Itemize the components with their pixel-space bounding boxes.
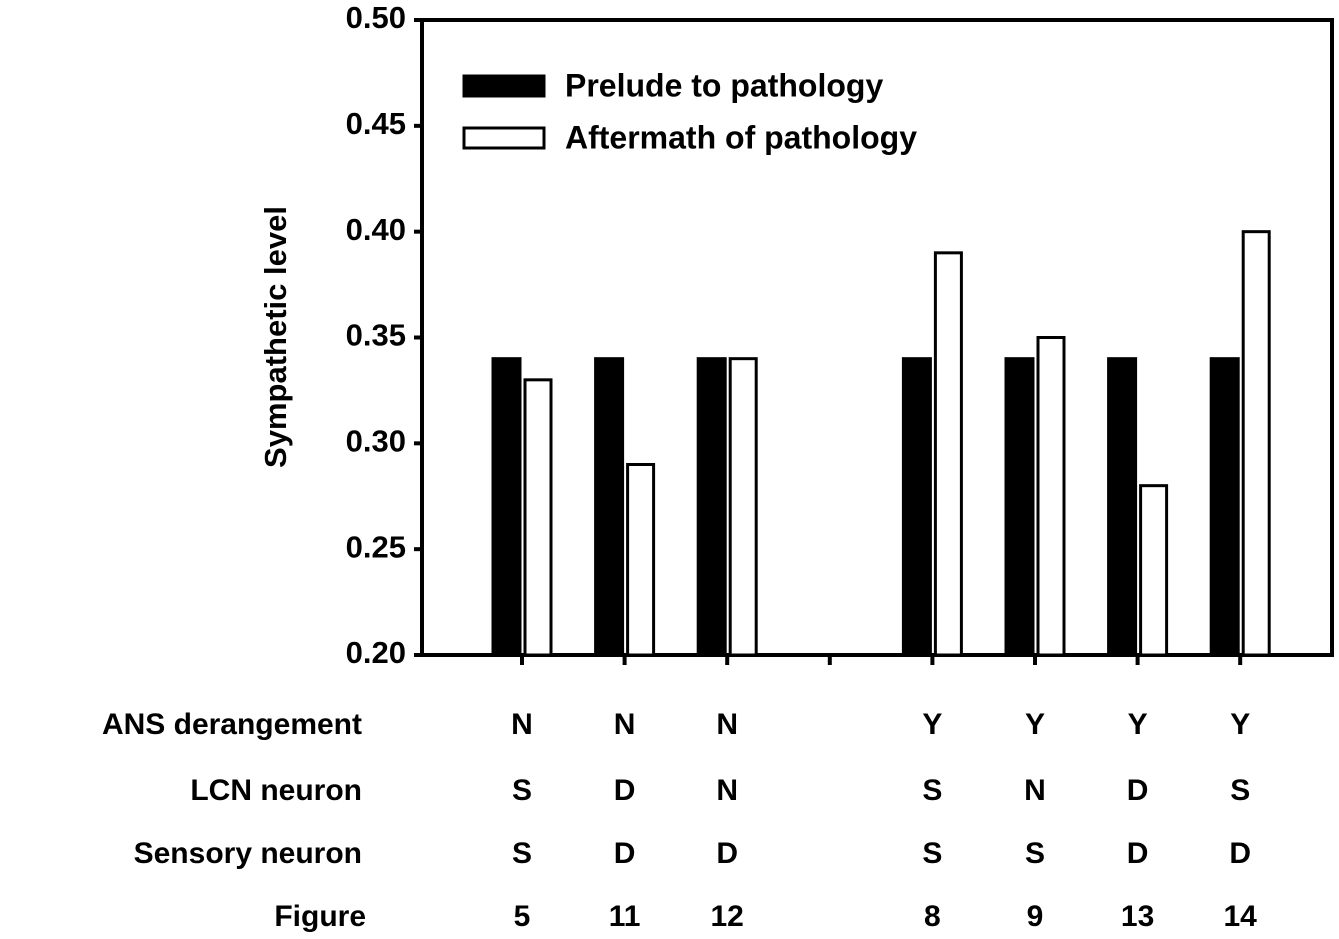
y-tick-label: 0.45 (346, 106, 406, 141)
row-value: Y (1128, 708, 1148, 741)
plot-frame (420, 18, 1334, 657)
bar (594, 357, 625, 657)
row-value: S (922, 837, 942, 870)
row-label: ANS derangement (102, 708, 362, 741)
row-value: S (1025, 837, 1045, 870)
bar (491, 357, 522, 657)
y-tick-label: 0.40 (346, 212, 406, 247)
row-value: D (614, 774, 636, 807)
row-label: LCN neuron (190, 774, 362, 807)
row-value: N (1024, 774, 1046, 807)
x-tick-label: 9 (1027, 900, 1044, 933)
x-tick-label: 8 (924, 900, 941, 933)
row-value: D (1127, 774, 1149, 807)
row-value: Y (1025, 708, 1045, 741)
row-value: Y (922, 708, 942, 741)
bar (1036, 336, 1066, 657)
bar (1241, 230, 1271, 657)
row-value: N (614, 708, 636, 741)
row-value: S (922, 774, 942, 807)
bar (626, 463, 656, 657)
x-tick-label: 5 (514, 900, 531, 933)
row-value: N (716, 708, 738, 741)
row-value: D (1127, 837, 1149, 870)
bar (728, 357, 758, 657)
bar (1004, 357, 1035, 657)
bar (1107, 357, 1138, 657)
x-tick-label: 13 (1121, 900, 1154, 933)
row-label: Sensory neuron (134, 837, 362, 870)
row-value: D (614, 837, 636, 870)
legend-swatch (462, 74, 546, 98)
y-tick-label: 0.20 (346, 635, 406, 670)
x-tick-label: 11 (609, 900, 641, 933)
x-tick-label: 12 (711, 900, 744, 933)
row-value: S (1230, 774, 1250, 807)
legend-swatch (462, 126, 546, 150)
legend-label: Prelude to pathology (565, 67, 883, 103)
bar (523, 378, 553, 657)
legend-label: Aftermath of pathology (565, 119, 917, 155)
row-value: N (716, 774, 738, 807)
bar (696, 357, 727, 657)
y-tick-label: 0.35 (346, 318, 406, 353)
row-value: S (512, 774, 532, 807)
y-tick-label: 0.50 (346, 0, 406, 35)
row-value: D (1229, 837, 1251, 870)
bar (1209, 357, 1240, 657)
bar (933, 251, 963, 657)
bar (1139, 484, 1169, 657)
y-axis-label: Sympathetic level (258, 206, 293, 468)
x-tick-label: 14 (1224, 900, 1258, 933)
y-tick-label: 0.25 (346, 529, 406, 564)
y-tick-label: 0.30 (346, 424, 406, 459)
row-value: D (716, 837, 738, 870)
row-value: Y (1230, 708, 1250, 741)
row-label: Figure (274, 900, 366, 933)
row-value: S (512, 837, 532, 870)
row-value: N (511, 708, 533, 741)
bar (901, 357, 932, 657)
